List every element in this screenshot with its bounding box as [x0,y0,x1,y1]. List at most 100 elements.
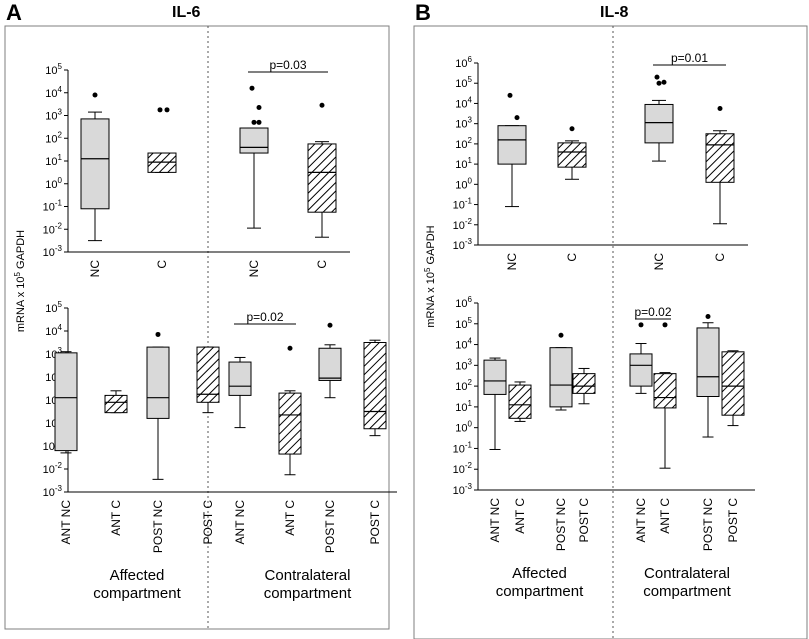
panel-b-bottom-tick-label: 100 [455,420,472,435]
panel-a-chart: mRNA x 105 GAPDH 10-3 10-2 10-1 100 101 102 103… [4,25,397,630]
box-iqr [278,392,302,455]
outlier-point [249,85,255,91]
panel-a-top-significance-label: p=0.03 [269,58,306,72]
panel-b-top-tick-label: 10-3 [453,237,473,252]
panel-a-bottom-category-label: POST C [368,500,382,545]
outlier-point [656,80,662,86]
panel-b-bottom-category-label: POST NC [701,498,715,551]
panel-b-top-tick-label: 101 [455,156,472,171]
box-iqr [483,359,507,395]
panel-a-top-tick-label: 100 [45,176,62,191]
panel-a-bottom-box-3 [146,331,170,480]
panel-b-bottom-category-label: ANT NC [634,498,648,543]
panel-b-top-category-label: NC [505,253,519,271]
panel-b-bottom-category-label: ANT C [513,498,527,534]
panel-a-top-tick-label: 10-1 [43,199,63,214]
outlier-point [287,345,293,351]
box-iqr [307,143,337,213]
panel-b-bottom-category-label: POST C [726,498,740,543]
box-iqr [80,118,110,210]
panel-a-top-tick-label: 10-3 [43,244,63,259]
panel-b-contralateral-label-1: Contralateral [644,565,730,582]
panel-a-bottom-tick-label: 10-2 [43,461,63,476]
panel-a-bottom-tick-label: 103 [45,346,62,361]
outlier-point [569,126,575,132]
panel-b-top-box-4 [705,106,735,225]
panel-a-bottom-box-4 [196,346,220,414]
panel-b-bottom-tick-label: 10-1 [453,440,473,455]
panel-a-top-tick-label: 101 [45,153,62,168]
panel-b-top-box-3 [644,74,674,162]
box-iqr [721,351,745,416]
box-iqr [228,361,252,396]
panel-a-top-category-label: C [315,260,329,269]
box-iqr [629,353,653,387]
panel-b-top-category-label: C [565,253,579,262]
box-iqr [146,346,170,419]
panel-a-bottom-tick-label: 105 [45,300,62,315]
panel-b-bottom-category-label: POST C [577,498,591,543]
panel-b-bottom-box-6 [653,322,677,469]
outlier-point [705,314,711,320]
panel-a-bottom-box-5 [228,356,252,429]
panel-a-bottom-box-7 [318,322,342,399]
box-iqr [497,125,527,165]
panel-a-affected-label-2: compartment [93,585,181,602]
outlier-point [662,322,668,328]
panel-b-bottom-box-4 [572,367,596,405]
outlier-point [654,74,660,80]
panel-a-bottom-box-2 [104,390,128,414]
outlier-point [155,331,161,337]
outlier-point [251,119,257,125]
panel-b-bottom-tick-label: 10-2 [453,461,473,476]
panel-b-y-axis-label: mRNA x 105 GAPDH [423,225,437,327]
panel-a-top-tick-label: 10-2 [43,221,63,236]
panel-b-bottom-tick-label: 101 [455,399,472,414]
box-iqr [363,342,387,430]
panel-a-bottom-significance-label: p=0.02 [246,310,283,324]
panel-a-top-box-1 [80,92,110,242]
outlier-point [327,322,333,328]
outlier-point [514,115,520,121]
panel-a-top-box-4 [307,102,337,238]
outlier-point [638,322,644,328]
panel-b-bottom-box-8 [721,350,745,427]
outlier-point [92,92,98,98]
panel-b-bottom-tick-label: 10-3 [453,482,473,497]
box-iqr [104,394,128,414]
panel-a-bottom-category-label: ANT NC [233,500,247,545]
panel-b-top-category-label: C [713,253,727,262]
panel-b-bottom-category-label: ANT C [658,498,672,534]
outlier-point [319,102,325,108]
outlier-point [256,105,262,111]
panel-a-bottom-category-label: POST NC [151,500,165,553]
panel-b: B IL-8 mRNA x 105 GAPDH 10-3 10-2 10-1 100 10… [409,0,809,639]
panel-b-bottom-box-3 [549,332,573,411]
outlier-point [157,107,163,113]
box-iqr [508,384,532,419]
panel-a-top-tick-label: 105 [45,62,62,77]
box-iqr [705,133,735,183]
panel-b-bottom-box-5 [629,322,653,394]
panel-a: A IL-6 mRNA x 105 GAPDH 10-3 10-2 10-1 100 10… [0,0,400,639]
panel-b-chart: mRNA x 105 GAPDH 10-3 10-2 10-1 100 101 102 103… [413,25,808,639]
box-iqr [572,373,596,394]
outlier-point [558,332,564,338]
panel-a-top-box-2 [147,107,177,173]
outlier-point [164,107,170,113]
panel-b-bottom-tick-label: 106 [455,295,472,310]
panel-a-top-category-label: C [155,260,169,269]
panel-a-bottom-box-8 [363,339,387,437]
panel-b-top-significance-label: p=0.01 [671,51,708,65]
panel-b-frame [413,25,808,639]
panel-b-bottom-tick-label: 104 [455,337,472,352]
panel-b-top-tick-label: 103 [455,116,472,131]
outlier-point [507,92,513,98]
outlier-point [717,106,723,111]
panel-b-bottom-box-1 [483,357,507,450]
panel-b-bottom-tick-label: 105 [455,316,472,331]
panel-b-bottom-tick-label: 102 [455,378,472,393]
box-iqr [196,346,220,403]
panel-b-bottom-category-label: POST NC [554,498,568,551]
panel-b-top-category-label: NC [652,253,666,271]
